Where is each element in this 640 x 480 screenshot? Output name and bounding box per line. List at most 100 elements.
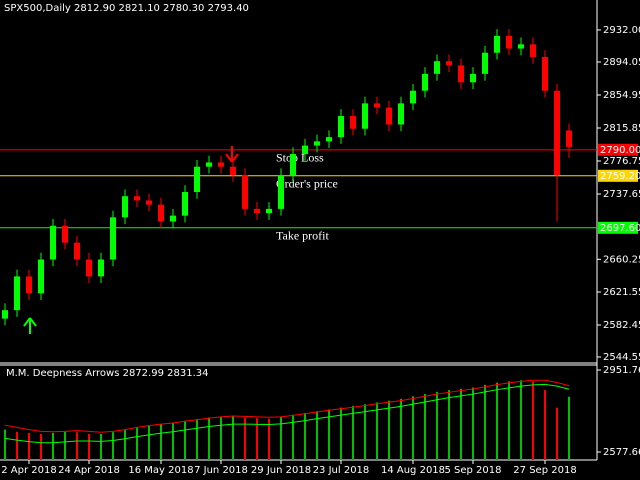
histogram-bar bbox=[28, 432, 30, 460]
indicator-title: M.M. Deepness Arrows 2872.99 2831.34 bbox=[6, 368, 208, 379]
histogram-bar bbox=[208, 417, 210, 460]
histogram-bar bbox=[412, 396, 414, 460]
histogram-bar bbox=[184, 420, 186, 460]
candle-body bbox=[170, 215, 176, 222]
histogram-bar bbox=[64, 431, 66, 460]
histogram-bar bbox=[520, 380, 522, 460]
candle-body bbox=[338, 116, 344, 138]
candle-body bbox=[158, 204, 164, 222]
histogram-bar bbox=[424, 394, 426, 460]
level-name: Take profit bbox=[276, 229, 329, 243]
y-tick-label: 2737.65 bbox=[603, 189, 640, 200]
histogram-bar bbox=[172, 422, 174, 460]
candle-body bbox=[506, 35, 512, 49]
candle-body bbox=[50, 225, 56, 260]
histogram-bar bbox=[220, 416, 222, 460]
histogram-bar bbox=[484, 384, 486, 460]
candle-body bbox=[266, 208, 272, 214]
histogram-bar bbox=[508, 381, 510, 460]
candle-body bbox=[434, 61, 440, 74]
candle-body bbox=[194, 166, 200, 193]
level-tag bbox=[598, 169, 638, 182]
histogram-bar bbox=[16, 431, 18, 460]
histogram-bar bbox=[88, 433, 90, 460]
candle-body bbox=[182, 192, 188, 216]
candle-body bbox=[122, 196, 128, 218]
histogram-bar bbox=[316, 411, 318, 460]
histogram-bar bbox=[304, 412, 306, 460]
x-tick-label: 7 Jun 2018 bbox=[194, 465, 248, 476]
candle-body bbox=[554, 90, 560, 176]
x-tick-label: 24 Apr 2018 bbox=[58, 465, 120, 476]
y-tick-label: 2582.45 bbox=[603, 320, 640, 331]
histogram-bar bbox=[52, 432, 54, 460]
x-tick-label: 2 Apr 2018 bbox=[1, 465, 56, 476]
level-tag bbox=[598, 221, 638, 234]
histogram-bar bbox=[244, 417, 246, 460]
candle-body bbox=[242, 175, 248, 209]
histogram-bar bbox=[76, 432, 78, 460]
histogram-bar bbox=[256, 418, 258, 460]
candle-body bbox=[518, 44, 524, 49]
candle-body bbox=[26, 276, 32, 294]
histogram-bar bbox=[232, 416, 234, 460]
histogram-bar bbox=[40, 433, 42, 460]
histogram-bar bbox=[148, 425, 150, 460]
histogram-bar bbox=[4, 429, 6, 460]
y-tick-label: 2951.76 bbox=[603, 365, 640, 376]
candle-body bbox=[326, 137, 332, 142]
level-name: Order's price bbox=[276, 177, 338, 191]
histogram-bar bbox=[460, 388, 462, 460]
histogram-bar bbox=[292, 414, 294, 460]
histogram-bar bbox=[196, 419, 198, 460]
sell-arrow bbox=[225, 146, 239, 163]
candle-body bbox=[446, 61, 452, 66]
histogram-bar bbox=[268, 418, 270, 460]
buy-arrow bbox=[23, 317, 37, 334]
candle-body bbox=[134, 196, 140, 201]
x-tick-label: 23 Jul 2018 bbox=[313, 465, 370, 476]
candle-body bbox=[314, 141, 320, 146]
candle-body bbox=[14, 276, 20, 311]
candle-body bbox=[458, 65, 464, 83]
candle-body bbox=[362, 103, 368, 129]
candle-body bbox=[86, 259, 92, 277]
candle-body bbox=[482, 52, 488, 74]
indicator-line bbox=[4, 383, 570, 444]
x-tick-label: 27 Sep 2018 bbox=[513, 465, 576, 476]
level-name: Stop Loss bbox=[276, 151, 324, 165]
candle-body bbox=[110, 217, 116, 260]
chart-title: SPX500,Daily 2812.90 2821.10 2780.30 279… bbox=[4, 3, 249, 14]
histogram-bar bbox=[352, 405, 354, 460]
candle-body bbox=[62, 225, 68, 243]
y-tick-label: 2815.85 bbox=[603, 123, 640, 134]
candle-body bbox=[230, 166, 236, 176]
candle-body bbox=[386, 107, 392, 125]
candle-body bbox=[530, 44, 536, 57]
x-tick-label: 14 Aug 2018 bbox=[381, 465, 445, 476]
y-tick-label: 2894.05 bbox=[603, 57, 640, 68]
x-tick-label: 16 May 2018 bbox=[128, 465, 193, 476]
y-tick-label: 2854.95 bbox=[603, 90, 640, 101]
candle-body bbox=[470, 73, 476, 83]
candle-body bbox=[38, 259, 44, 294]
candle-body bbox=[350, 116, 356, 129]
x-tick-label: 29 Jun 2018 bbox=[251, 465, 311, 476]
histogram-bar bbox=[160, 424, 162, 460]
y-tick-label: 2621.55 bbox=[603, 287, 640, 298]
candle-body bbox=[290, 154, 296, 176]
histogram-bar bbox=[124, 429, 126, 460]
candle-body bbox=[302, 145, 308, 155]
histogram-bar bbox=[496, 382, 498, 460]
histogram-bar bbox=[100, 433, 102, 460]
y-tick-label: 2660.25 bbox=[603, 254, 640, 265]
y-tick-label: 2932.00 bbox=[603, 25, 640, 36]
candle-body bbox=[74, 242, 80, 260]
histogram-bar bbox=[436, 391, 438, 460]
candle-body bbox=[422, 73, 428, 91]
candle-body bbox=[398, 103, 404, 125]
level-tag bbox=[598, 143, 638, 156]
histogram-bar bbox=[400, 398, 402, 460]
level-tag-label: 2790.00 bbox=[600, 145, 640, 156]
